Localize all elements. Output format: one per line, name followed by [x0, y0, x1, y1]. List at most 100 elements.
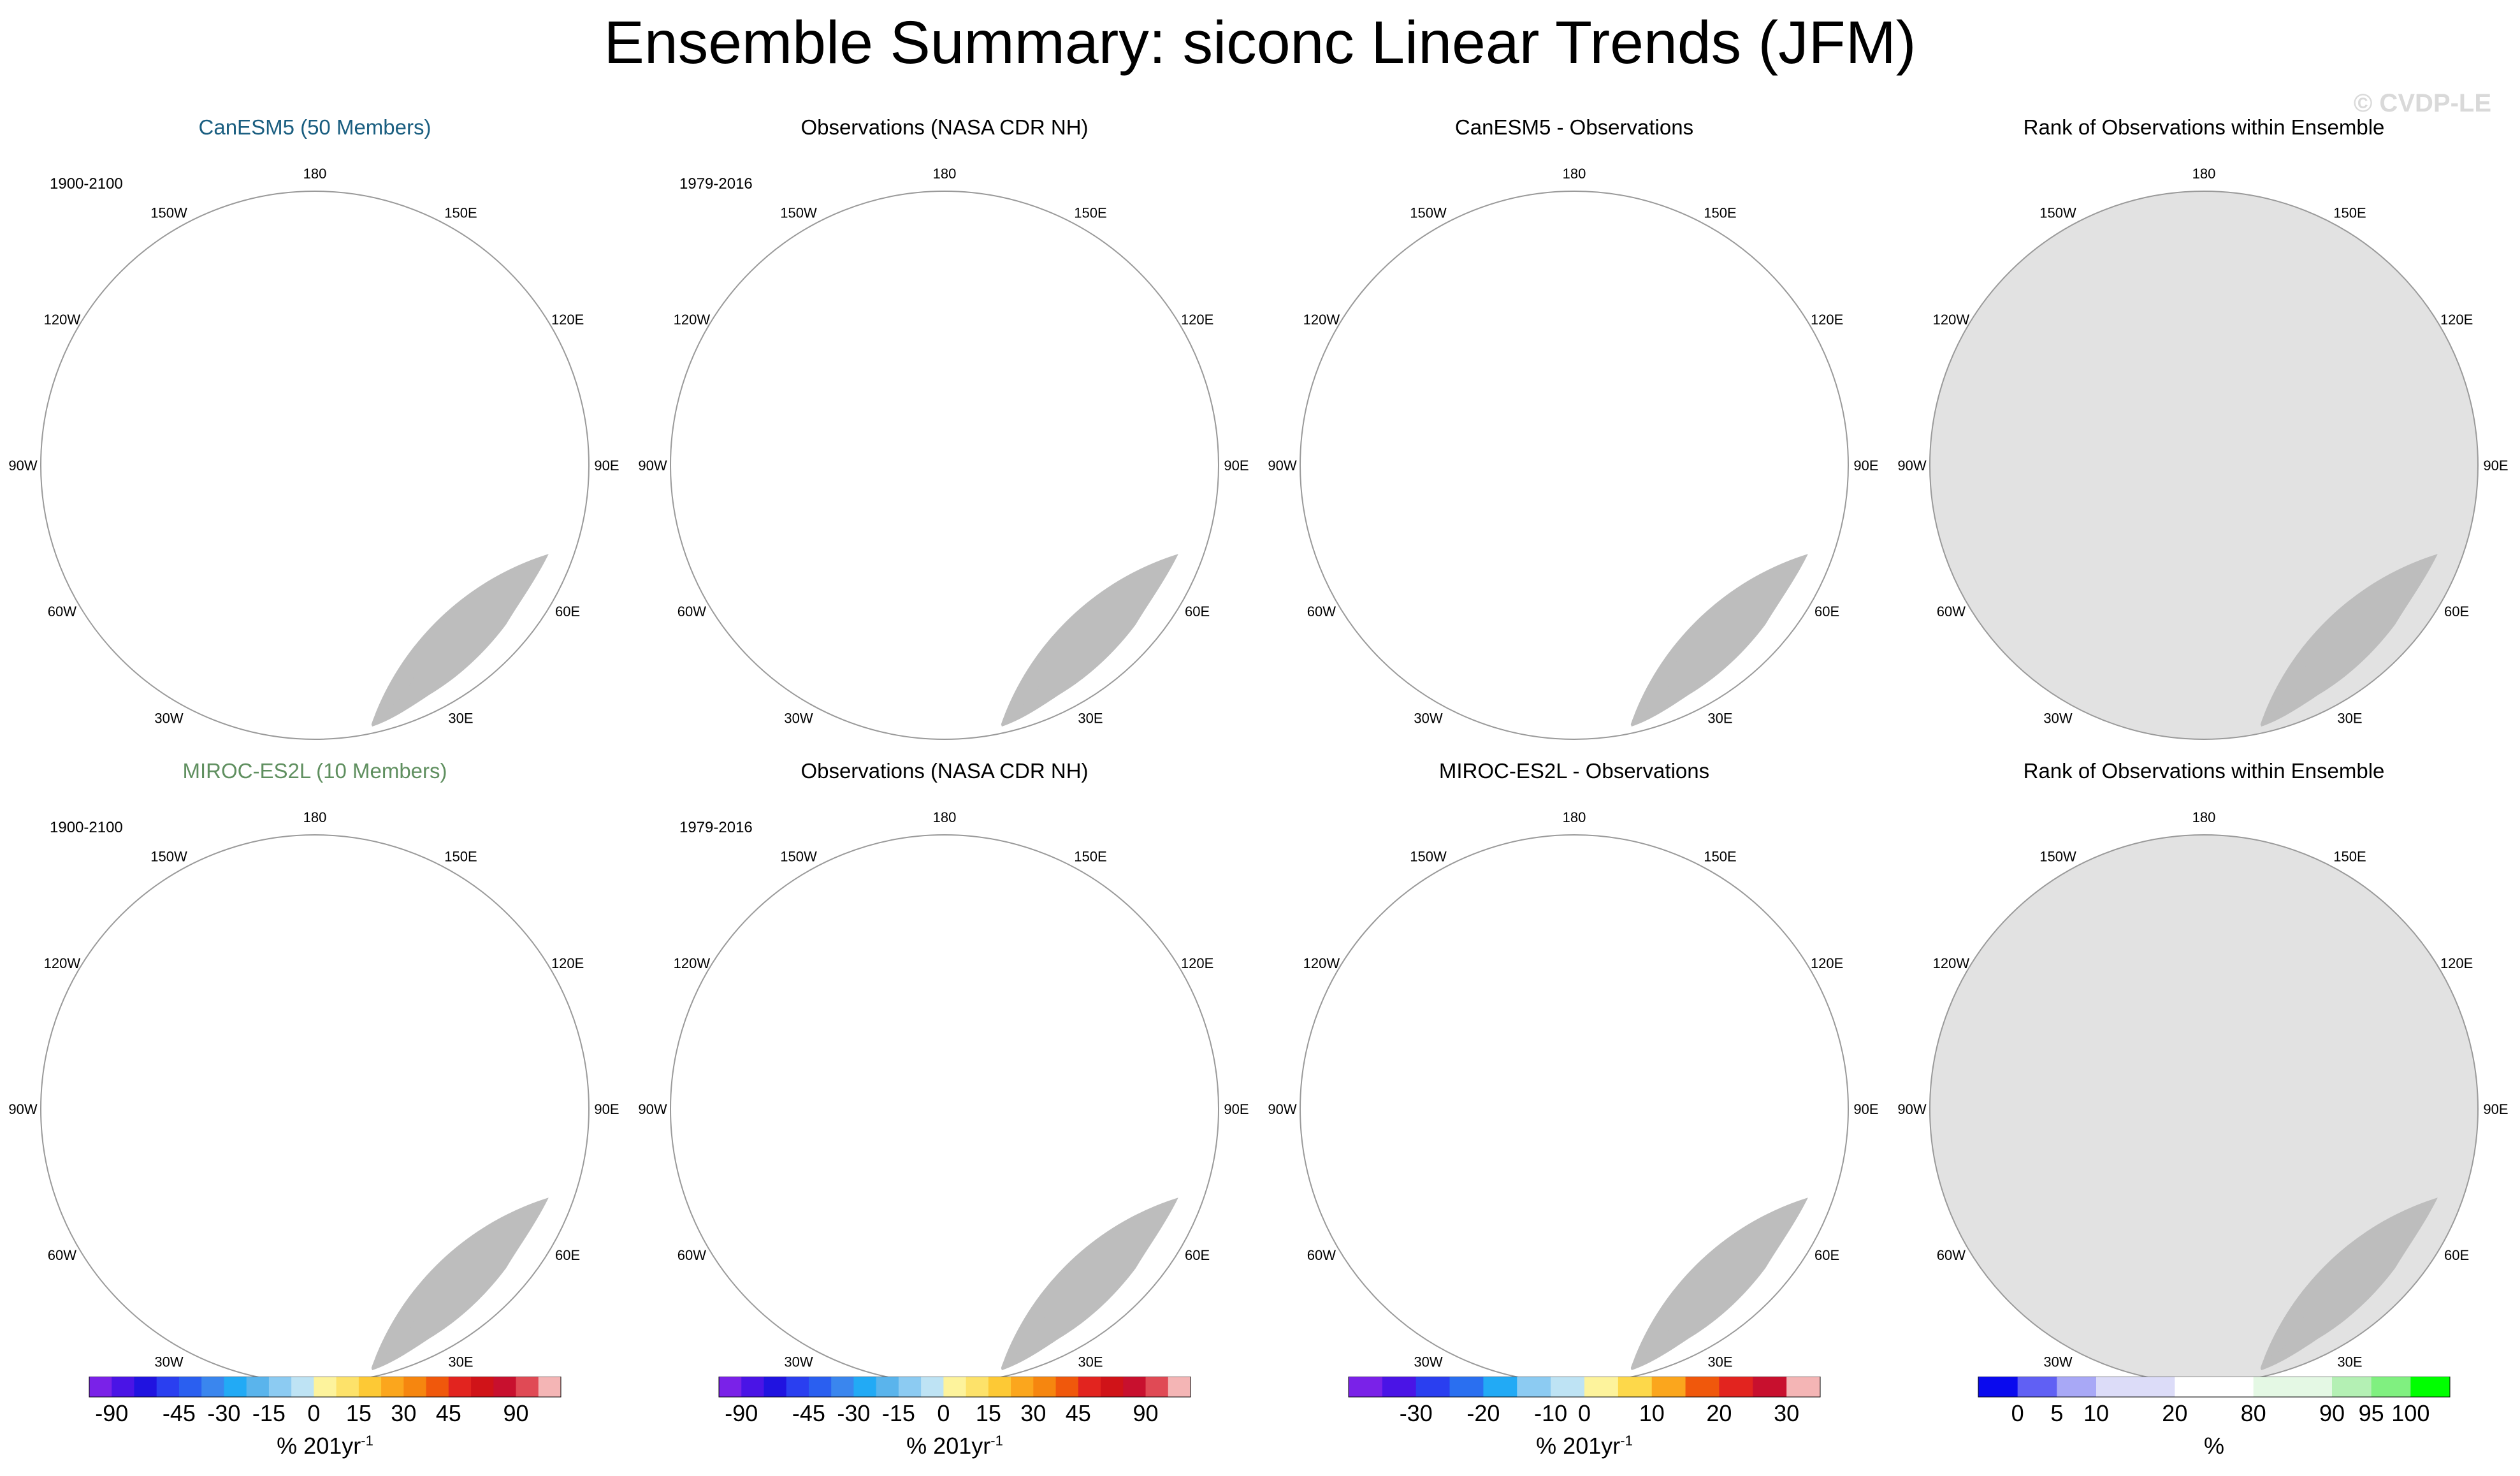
colorbar-tick: -90 — [95, 1400, 128, 1426]
lon-label: 120E — [2440, 955, 2473, 971]
colorbar-tick: -30 — [1400, 1400, 1433, 1426]
colorbar-tick: 90 — [2319, 1400, 2345, 1426]
panel-period: 1900-2100 — [50, 175, 123, 192]
colorbar-tick: -30 — [207, 1400, 240, 1426]
colorbar-tick: 10 — [2083, 1400, 2109, 1426]
lon-label: 90E — [594, 458, 619, 474]
lon-label: 60E — [1814, 604, 1839, 619]
colorbar-swatch — [1033, 1377, 1057, 1397]
panel-title: CanESM5 - Observations — [1454, 115, 1694, 139]
colorbar-swatch — [2096, 1377, 2136, 1397]
colorbar-swatch — [853, 1377, 877, 1397]
lon-label: 60W — [1937, 1247, 1966, 1263]
colorbar-swatch — [2135, 1377, 2175, 1397]
colorbar-tick: 0 — [937, 1400, 950, 1426]
lon-label: 0 — [2200, 749, 2208, 752]
colorbar-tick: 20 — [2162, 1400, 2187, 1426]
polar-map: 180150E120E90E60E30E030W60W90W120W150W — [1268, 166, 1878, 752]
colorbar-swatch — [89, 1377, 112, 1397]
lon-label: 30E — [1078, 1354, 1103, 1370]
lon-label: 150E — [444, 205, 477, 221]
lon-label: 150W — [780, 848, 817, 864]
colorbar-swatch — [2332, 1377, 2372, 1397]
lon-label: 60W — [1937, 604, 1966, 619]
colorbar-tick: 10 — [1639, 1400, 1665, 1426]
colorbar-swatch — [336, 1377, 359, 1397]
lon-label: 60W — [48, 604, 76, 619]
polar-map: 180150E120E90E60E30E030W60W90W120W150W — [8, 166, 619, 752]
colorbar-tick: 15 — [976, 1400, 1001, 1426]
colorbar-swatch — [1618, 1377, 1653, 1397]
colorbar-label: % 201yr-1 — [906, 1433, 1003, 1459]
lon-label: 180 — [303, 166, 327, 182]
lon-label: 90E — [1224, 1101, 1249, 1117]
lon-label: 90E — [1853, 458, 1878, 474]
colorbar-swatch — [921, 1377, 944, 1397]
lon-label: 60W — [1307, 604, 1336, 619]
panel-title: CanESM5 (50 Members) — [198, 115, 431, 139]
colorbar-swatch — [1517, 1377, 1551, 1397]
lon-label: 120W — [1933, 312, 1970, 328]
lon-label: 180 — [1563, 166, 1586, 182]
colorbar-swatch — [134, 1377, 157, 1397]
colorbar-swatch — [1123, 1377, 1147, 1397]
colorbar-tick: 0 — [1578, 1400, 1591, 1426]
colorbar-swatch — [988, 1377, 1011, 1397]
lon-label: 120W — [1303, 312, 1340, 328]
map-panel-rank-top: Rank of Observations within Ensemble 180 1… — [1889, 115, 2519, 765]
lon-label: 30W — [154, 711, 183, 727]
colorbar-swatch — [246, 1377, 270, 1397]
colorbar-cb-obs: -90 -45 -30 -15 0 15 30 45 90 % 201yr-1 — [713, 1377, 1197, 1472]
lon-label: 150E — [1074, 205, 1106, 221]
lon-label: 150E — [1704, 205, 1736, 221]
lon-label: 120E — [1181, 312, 1213, 328]
colorbar-swatch — [1786, 1377, 1821, 1397]
colorbar-swatch — [224, 1377, 247, 1397]
colorbar-swatch — [403, 1377, 427, 1397]
lon-label: 30W — [784, 711, 813, 727]
polar-map: 180150E120E90E60E30E030W60W90W120W150W — [1268, 809, 1878, 1396]
lon-label: 30W — [2043, 711, 2072, 727]
lon-label: 60W — [677, 604, 706, 619]
colorbar-swatch — [1449, 1377, 1484, 1397]
lon-label: 120W — [674, 955, 711, 971]
colorbar-tick: -10 — [1534, 1400, 1567, 1426]
colorbar-swatch — [1349, 1377, 1383, 1397]
lon-label: 90E — [1224, 458, 1249, 474]
lon-label: 120W — [674, 312, 711, 328]
colorbar-tick: 20 — [1706, 1400, 1732, 1426]
lon-label: 30W — [1414, 1354, 1442, 1370]
colorbar-tick: -30 — [837, 1400, 870, 1426]
map-panel-miroc-diff: MIROC-ES2L - Observations 180 150E 120E 90E 6… — [1259, 758, 1889, 1408]
colorbar-swatch — [719, 1377, 742, 1397]
colorbar-swatch — [1055, 1377, 1079, 1397]
colorbar-tick: -20 — [1466, 1400, 1500, 1426]
lon-label: 150W — [150, 848, 187, 864]
colorbar-tick: 45 — [1066, 1400, 1091, 1426]
lon-label: 30E — [1707, 1354, 1732, 1370]
colorbar-swatch — [1168, 1377, 1191, 1397]
lon-label: 60E — [2444, 1247, 2469, 1263]
colorbar-swatch — [112, 1377, 134, 1397]
lon-label: 60E — [1185, 604, 1210, 619]
panel-title: MIROC-ES2L (10 Members) — [182, 759, 447, 783]
colorbar-swatch — [1011, 1377, 1034, 1397]
lon-label: 150E — [444, 848, 477, 864]
lon-label: 0 — [941, 749, 948, 752]
lon-label: 30W — [2043, 1354, 2072, 1370]
lon-label: 150W — [150, 205, 187, 221]
lon-label: 150W — [2039, 848, 2076, 864]
colorbar-swatch — [201, 1377, 224, 1397]
colorbar-swatch — [2017, 1377, 2057, 1397]
colorbar-tick: 100 — [2391, 1400, 2429, 1426]
panel-period: 1979-2016 — [679, 819, 753, 836]
lon-label: 120W — [1933, 955, 1970, 971]
lon-label: 150W — [2039, 205, 2076, 221]
colorbar-swatch — [1753, 1377, 1787, 1397]
colorbar-swatch — [2371, 1377, 2411, 1397]
colorbar-swatch — [426, 1377, 449, 1397]
colorbar-swatch — [1719, 1377, 1753, 1397]
colorbar-swatch — [831, 1377, 854, 1397]
colorbar-swatch — [786, 1377, 809, 1397]
colorbar-swatch — [1651, 1377, 1686, 1397]
